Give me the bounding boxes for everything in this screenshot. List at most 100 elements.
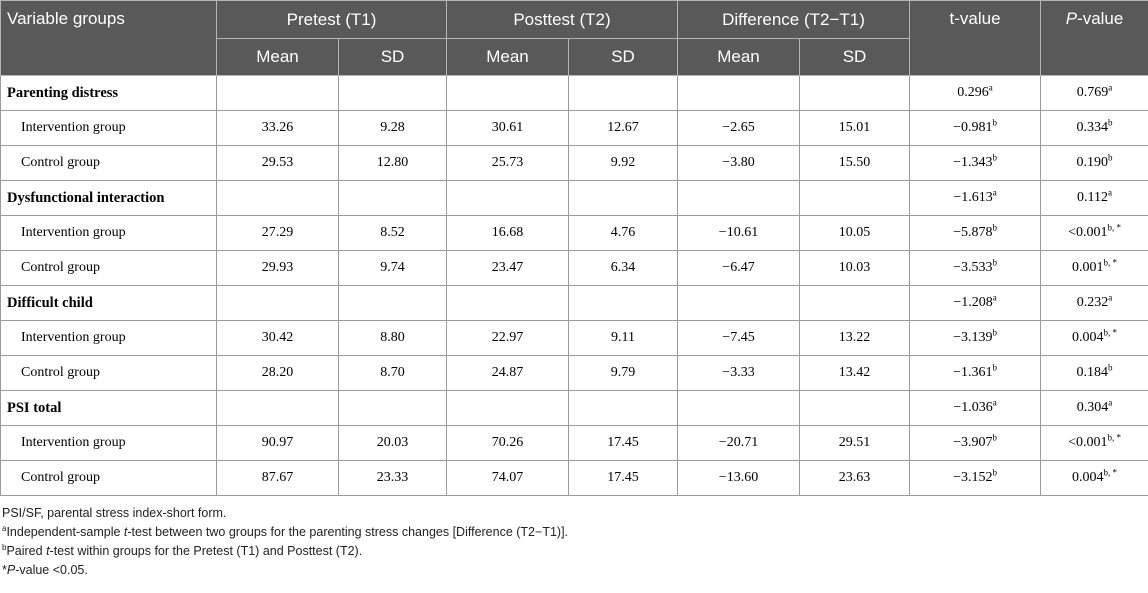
- header-pretest: Pretest (T1): [216, 0, 447, 39]
- t-value-cell: −1.361b: [909, 355, 1042, 391]
- posttest-sd-cell: 9.92: [568, 145, 678, 181]
- header-pretest-sd: SD: [338, 38, 447, 76]
- table-row: Control group 28.20 8.70 24.87 9.79 −3.33 13.4…: [0, 355, 1148, 391]
- t-value-cell: −1.343b: [909, 145, 1042, 181]
- p-value-cell: 0.190b: [1040, 145, 1148, 181]
- table-body: Parenting distress 0.296a 0.769a Interventi…: [0, 75, 1148, 496]
- t-value-cell: −3.139b: [909, 320, 1042, 356]
- empty-cell: [338, 180, 447, 216]
- p-value-cell: <0.001b, *: [1040, 215, 1148, 251]
- empty-cell: [338, 390, 447, 426]
- empty-cell: [677, 390, 800, 426]
- difference-sd-cell: 15.01: [798, 110, 911, 146]
- t-value-cell: 0.296a: [909, 75, 1042, 111]
- table-row-group: Dysfunctional interaction −1.613a 0.112a: [0, 180, 1148, 216]
- p-value-cell: 0.232a: [1040, 285, 1148, 321]
- p-value-cell: 0.769a: [1040, 75, 1148, 111]
- table-row: Control group 87.67 23.33 74.07 17.45 −13.60 2…: [0, 460, 1148, 496]
- pretest-sd-cell: 12.80: [338, 145, 447, 181]
- difference-sd-cell: 29.51: [798, 425, 911, 461]
- t-value-cell: −0.981b: [909, 110, 1042, 146]
- header-pretest-mean: Mean: [216, 38, 339, 76]
- t-value-cell: −5.878b: [909, 215, 1042, 251]
- pretest-mean-cell: 90.97: [216, 425, 339, 461]
- empty-cell: [798, 180, 911, 216]
- row-label: Intervention group: [0, 215, 217, 251]
- pretest-sd-cell: 9.74: [338, 250, 447, 286]
- results-table: Variable groups Pretest (T1) Posttest (T…: [0, 0, 1148, 496]
- header-p-rest: -value: [1077, 9, 1124, 28]
- table-row: Intervention group 33.26 9.28 30.61 12.67 −2.…: [0, 110, 1148, 146]
- table-row: Control group 29.93 9.74 23.47 6.34 −6.47 10.0…: [0, 250, 1148, 286]
- empty-cell: [446, 390, 569, 426]
- empty-cell: [446, 285, 569, 321]
- posttest-mean-cell: 24.87: [446, 355, 569, 391]
- footnote-abbreviation: PSI/SF, parental stress index-short form…: [2, 506, 227, 520]
- table-footnotes: PSI/SF, parental stress index-short form…: [0, 496, 1148, 580]
- pretest-sd-cell: 20.03: [338, 425, 447, 461]
- t-value-cell: −3.152b: [909, 460, 1042, 496]
- row-label: Control group: [0, 145, 217, 181]
- pretest-mean-cell: 27.29: [216, 215, 339, 251]
- empty-cell: [568, 75, 678, 111]
- empty-cell: [216, 180, 339, 216]
- group-label: Dysfunctional interaction: [0, 180, 217, 216]
- header-posttest: Posttest (T2): [446, 0, 678, 39]
- p-value-cell: 0.112a: [1040, 180, 1148, 216]
- pretest-sd-cell: 8.52: [338, 215, 447, 251]
- header-t-value: t-value: [909, 0, 1042, 76]
- difference-sd-cell: 15.50: [798, 145, 911, 181]
- posttest-sd-cell: 12.67: [568, 110, 678, 146]
- table-row: Intervention group 27.29 8.52 16.68 4.76 −10.…: [0, 215, 1148, 251]
- posttest-sd-cell: 17.45: [568, 425, 678, 461]
- pretest-mean-cell: 33.26: [216, 110, 339, 146]
- p-value-cell: 0.001b, *: [1040, 250, 1148, 286]
- p-value-cell: <0.001b, *: [1040, 425, 1148, 461]
- empty-cell: [216, 285, 339, 321]
- difference-mean-cell: −3.80: [677, 145, 800, 181]
- header-posttest-sd: SD: [568, 38, 678, 76]
- pretest-sd-cell: 9.28: [338, 110, 447, 146]
- t-value-cell: −3.907b: [909, 425, 1042, 461]
- t-value-cell: −3.533b: [909, 250, 1042, 286]
- table-row-group: PSI total −1.036a 0.304a: [0, 390, 1148, 426]
- posttest-mean-cell: 30.61: [446, 110, 569, 146]
- posttest-mean-cell: 25.73: [446, 145, 569, 181]
- header-difference-mean: Mean: [677, 38, 800, 76]
- difference-mean-cell: −7.45: [677, 320, 800, 356]
- footnote-a: aIndependent-sample t-test between two g…: [2, 523, 569, 539]
- empty-cell: [798, 75, 911, 111]
- empty-cell: [216, 390, 339, 426]
- row-label: Intervention group: [0, 425, 217, 461]
- difference-mean-cell: −20.71: [677, 425, 800, 461]
- posttest-sd-cell: 9.79: [568, 355, 678, 391]
- pretest-mean-cell: 28.20: [216, 355, 339, 391]
- empty-cell: [798, 285, 911, 321]
- footnote-b: bPaired t-test within groups for the Pre…: [2, 542, 363, 558]
- table-row: Intervention group 90.97 20.03 70.26 17.45 −2…: [0, 425, 1148, 461]
- table-row: Intervention group 30.42 8.80 22.97 9.11 −7.4…: [0, 320, 1148, 356]
- difference-mean-cell: −13.60: [677, 460, 800, 496]
- group-label: PSI total: [0, 390, 217, 426]
- row-label: Control group: [0, 250, 217, 286]
- table-container: Variable groups Pretest (T1) Posttest (T…: [0, 0, 1148, 580]
- difference-sd-cell: 13.22: [798, 320, 911, 356]
- difference-sd-cell: 23.63: [798, 460, 911, 496]
- table-row-group: Difficult child −1.208a 0.232a: [0, 285, 1148, 321]
- header-p-value: P-value: [1040, 0, 1148, 76]
- posttest-sd-cell: 6.34: [568, 250, 678, 286]
- header-variable-groups: Variable groups: [0, 0, 217, 76]
- pretest-sd-cell: 23.33: [338, 460, 447, 496]
- empty-cell: [338, 285, 447, 321]
- table-header: Variable groups Pretest (T1) Posttest (T…: [0, 0, 1148, 76]
- p-value-cell: 0.004b, *: [1040, 460, 1148, 496]
- pretest-mean-cell: 29.93: [216, 250, 339, 286]
- row-label: Control group: [0, 355, 217, 391]
- p-value-cell: 0.184b: [1040, 355, 1148, 391]
- footnote-significance: *P-value <0.05.: [2, 563, 88, 577]
- empty-cell: [446, 180, 569, 216]
- p-value-cell: 0.304a: [1040, 390, 1148, 426]
- empty-cell: [568, 285, 678, 321]
- row-label: Intervention group: [0, 110, 217, 146]
- header-difference-sd: SD: [798, 38, 911, 76]
